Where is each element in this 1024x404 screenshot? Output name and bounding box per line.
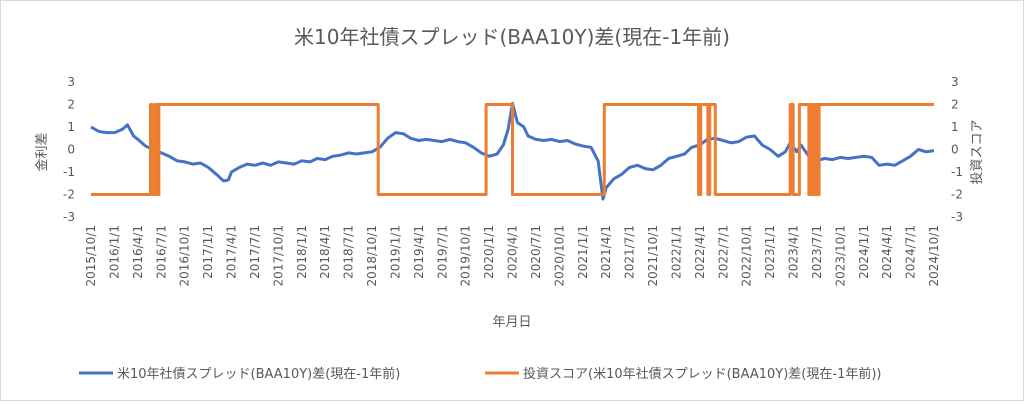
y-left-tick-label: -2: [63, 188, 75, 202]
x-tick-label: 2022/4/1: [693, 225, 707, 279]
series-line-score: [91, 103, 934, 196]
x-tick-label: 2019/4/1: [412, 225, 426, 279]
x-axis: 2015/10/1 2016/1/1 2016/4/1 2016/7/1 2016/10…: [84, 225, 941, 287]
x-tick-label: 2019/1/1: [388, 225, 402, 279]
y-left-tick-label: -3: [63, 210, 75, 224]
y-right-tick-label: 1: [951, 120, 959, 134]
legend-label-score: 投資スコア(米10年社債スプレッド(BAA10Y)差(現在-1年前)): [523, 366, 881, 382]
y-left-tick-label: 3: [67, 75, 75, 89]
x-tick-label: 2019/7/1: [435, 225, 449, 279]
x-tick-label: 2023/10/1: [833, 225, 847, 287]
x-tick-label: 2017/10/1: [271, 225, 285, 287]
x-tick-label: 2021/7/1: [623, 225, 637, 279]
y-right-tick-label: -1: [951, 165, 963, 179]
x-tick-label: 2024/1/1: [857, 225, 871, 279]
chart-title: 米10年社債スプレッド(BAA10Y)差(現在-1年前): [294, 25, 730, 49]
x-tick-label: 2018/10/1: [365, 225, 379, 287]
legend: 米10年社債スプレッド(BAA10Y)差(現在-1年前) 投資スコア(米10年社…: [79, 366, 881, 382]
x-tick-label: 2015/10/1: [84, 225, 98, 287]
legend-label-spread: 米10年社債スプレッド(BAA10Y)差(現在-1年前): [117, 366, 400, 382]
x-tick-label: 2023/7/1: [810, 225, 824, 279]
x-tick-label: 2024/10/1: [927, 225, 941, 287]
x-tick-label: 2022/7/1: [716, 225, 730, 279]
x-tick-label: 2017/4/1: [225, 225, 239, 279]
x-tick-label: 2016/10/1: [178, 225, 192, 287]
y-left-tick-label: -1: [63, 165, 75, 179]
x-tick-label: 2019/10/1: [459, 225, 473, 287]
x-tick-label: 2016/1/1: [107, 225, 121, 279]
x-tick-label: 2024/4/1: [880, 225, 894, 279]
x-tick-label: 2022/1/1: [669, 225, 683, 279]
plot-area: [90, 101, 935, 201]
x-tick-label: 2017/7/1: [248, 225, 262, 279]
x-tick-label: 2018/7/1: [342, 225, 356, 279]
x-tick-label: 2023/4/1: [787, 225, 801, 279]
y-left-tick-label: 0: [67, 143, 75, 157]
y-right-tick-label: -3: [951, 210, 963, 224]
y-right-tick-label: -2: [951, 188, 963, 202]
y-axis-right-title: 投資スコア: [969, 119, 985, 184]
x-tick-label: 2024/7/1: [904, 225, 918, 279]
y-axis-left: 3 2 1 0 -1 -2 -3: [63, 75, 75, 224]
y-right-tick-label: 2: [951, 98, 959, 112]
y-left-tick-label: 2: [67, 98, 75, 112]
x-tick-label: 2018/1/1: [295, 225, 309, 279]
x-tick-label: 2017/1/1: [201, 225, 215, 279]
x-tick-label: 2021/10/1: [646, 225, 660, 287]
y-axis-left-title: 金利差: [34, 132, 50, 171]
y-right-tick-label: 0: [951, 143, 959, 157]
x-tick-label: 2021/4/1: [599, 225, 613, 279]
x-tick-label: 2016/4/1: [131, 225, 145, 279]
x-tick-label: 2020/7/1: [529, 225, 543, 279]
x-tick-label: 2016/7/1: [154, 225, 168, 279]
x-axis-title: 年月日: [492, 315, 531, 330]
y-right-tick-label: 3: [951, 75, 959, 89]
y-axis-right: 3 2 1 0 -1 -2 -3: [951, 75, 963, 224]
x-tick-label: 2021/1/1: [576, 225, 590, 279]
x-tick-label: 2020/10/1: [552, 225, 566, 287]
y-left-tick-label: 1: [67, 120, 75, 134]
x-tick-label: 2018/4/1: [318, 225, 332, 279]
x-tick-label: 2022/10/1: [740, 225, 754, 287]
x-tick-label: 2020/1/1: [482, 225, 496, 279]
x-tick-label: 2023/1/1: [763, 225, 777, 279]
x-tick-label: 2020/4/1: [506, 225, 520, 279]
